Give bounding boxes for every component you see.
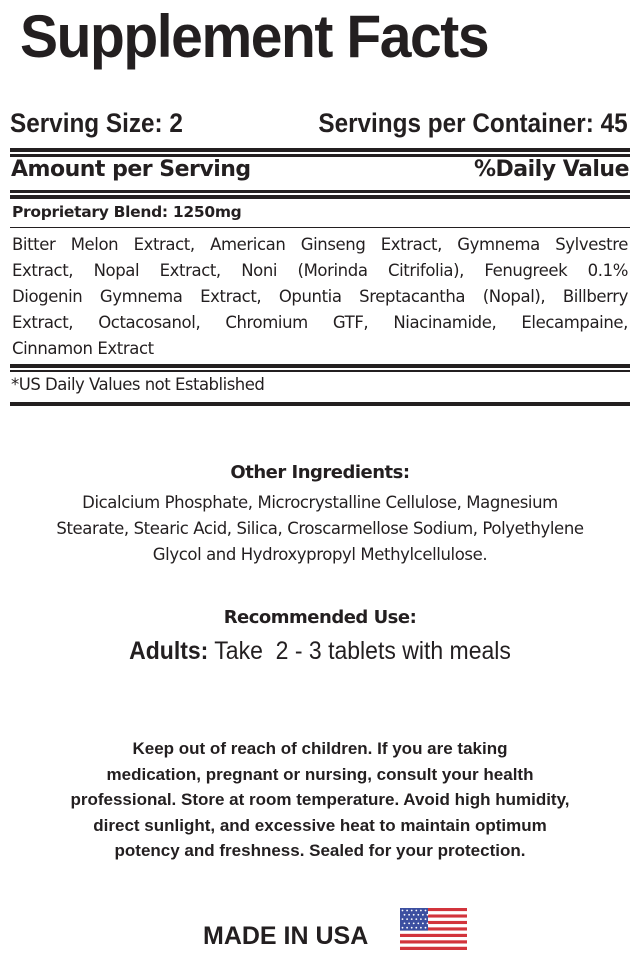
warning-line: professional. Store at room temperature.… xyxy=(70,790,570,809)
us-flag-icon xyxy=(400,908,467,955)
flag-star xyxy=(403,922,406,925)
flag-star xyxy=(424,926,427,929)
recommended-use-text: Adults: Take 2 - 3 tablets with meals xyxy=(26,637,615,666)
recommended-use-heading: Recommended Use: xyxy=(223,607,417,628)
ingredient-line: Cinnamon Extract xyxy=(12,339,154,358)
proprietary-blend: Proprietary Blend: 1250mg xyxy=(12,203,242,221)
flag-stripe xyxy=(400,940,467,944)
divider xyxy=(10,148,630,152)
flag-star xyxy=(406,926,408,929)
other-ingredients-heading: Other Ingredients: xyxy=(230,462,410,483)
flag-star xyxy=(410,918,413,920)
flag-canton xyxy=(400,908,428,931)
serving-size: Serving Size: 2 xyxy=(10,108,183,138)
other-ingredients-line: Stearate, Stearic Acid, Silica, Croscarm… xyxy=(56,519,584,538)
divider xyxy=(10,195,630,199)
flag-star xyxy=(420,918,422,920)
flag-star xyxy=(424,909,427,912)
flag-star xyxy=(417,922,420,925)
flag-star xyxy=(422,922,424,925)
flag-star xyxy=(410,926,413,929)
servings-per-container: Servings per Container: 45 xyxy=(318,108,628,138)
flag-star xyxy=(422,913,424,916)
dosage: Take 2 - 3 tablets with meals xyxy=(208,637,511,665)
amount-per-serving-header: Amount per Serving xyxy=(11,157,251,182)
flag-stripe xyxy=(400,924,467,928)
warning-line: Keep out of reach of children. If you ar… xyxy=(132,739,508,758)
flag-star xyxy=(406,909,408,912)
flag-star xyxy=(408,922,410,925)
flag-star xyxy=(426,922,429,925)
flag-stripe xyxy=(400,927,467,931)
page-title: Supplement Facts xyxy=(20,3,490,70)
flag-star xyxy=(406,918,408,920)
flag-star xyxy=(417,913,420,916)
warning-text: Keep out of reach of children. If you ar… xyxy=(0,736,640,864)
warning-line: medication, pregnant or nursing, consult… xyxy=(106,764,534,784)
divider xyxy=(10,227,630,228)
flag-star xyxy=(401,918,404,920)
ingredient-line: Extract, Octacosanol, Chromium GTF, Niac… xyxy=(12,313,628,332)
flag-stripe xyxy=(400,946,467,950)
divider xyxy=(10,370,630,372)
flag-star xyxy=(408,913,410,916)
flag-stripe xyxy=(400,937,467,941)
daily-value-header: %Daily Value xyxy=(473,157,630,182)
flag-stripe xyxy=(400,908,467,912)
flag-star xyxy=(426,913,429,916)
flag-star xyxy=(415,909,418,912)
flag-stripe xyxy=(400,911,467,915)
divider xyxy=(10,190,630,193)
adults-label: Adults: xyxy=(129,637,209,665)
made-in-usa: MADE IN USA xyxy=(203,922,369,950)
ingredient-line: Diogenin Gymnema Extract, Opuntia Srepta… xyxy=(12,287,628,306)
flag-star xyxy=(415,918,418,920)
divider xyxy=(10,402,630,406)
divider xyxy=(10,154,630,157)
flag-stripe xyxy=(400,930,467,934)
other-ingredients-text: Dicalcium Phosphate, Microcrystalline Ce… xyxy=(0,490,640,568)
footnote: *US Daily Values not Established xyxy=(11,375,265,394)
flag-star xyxy=(415,926,418,929)
flag-stripe xyxy=(400,933,467,938)
flag-stripe xyxy=(400,917,467,921)
warning-line: potency and freshness. Sealed for your p… xyxy=(114,841,526,860)
flag-star xyxy=(412,913,415,916)
ingredient-line: Bitter Melon Extract, American Ginseng E… xyxy=(12,235,628,254)
flag-star xyxy=(412,922,415,925)
ingredient-line: Extract, Nopal Extract, Noni (Morinda Ci… xyxy=(12,261,628,280)
flag-star xyxy=(403,913,406,916)
flag-star xyxy=(424,918,427,920)
flag-star xyxy=(410,909,413,912)
flag-stripe xyxy=(400,943,467,947)
flag-star xyxy=(401,926,404,929)
divider xyxy=(10,364,630,368)
flag-stripe xyxy=(400,920,467,925)
other-ingredients-line: Dicalcium Phosphate, Microcrystalline Ce… xyxy=(82,493,558,512)
blend-ingredients: Bitter Melon Extract, American Ginseng E… xyxy=(12,232,628,362)
warning-line: direct sunlight, and excessive heat to m… xyxy=(93,815,547,835)
other-ingredients-line: Glycol and Hydroxypropyl Methylcellulose… xyxy=(152,545,488,564)
flag-stripe xyxy=(400,914,467,918)
flag-star xyxy=(401,909,404,912)
flag-star xyxy=(420,909,422,912)
flag-star xyxy=(420,926,422,929)
